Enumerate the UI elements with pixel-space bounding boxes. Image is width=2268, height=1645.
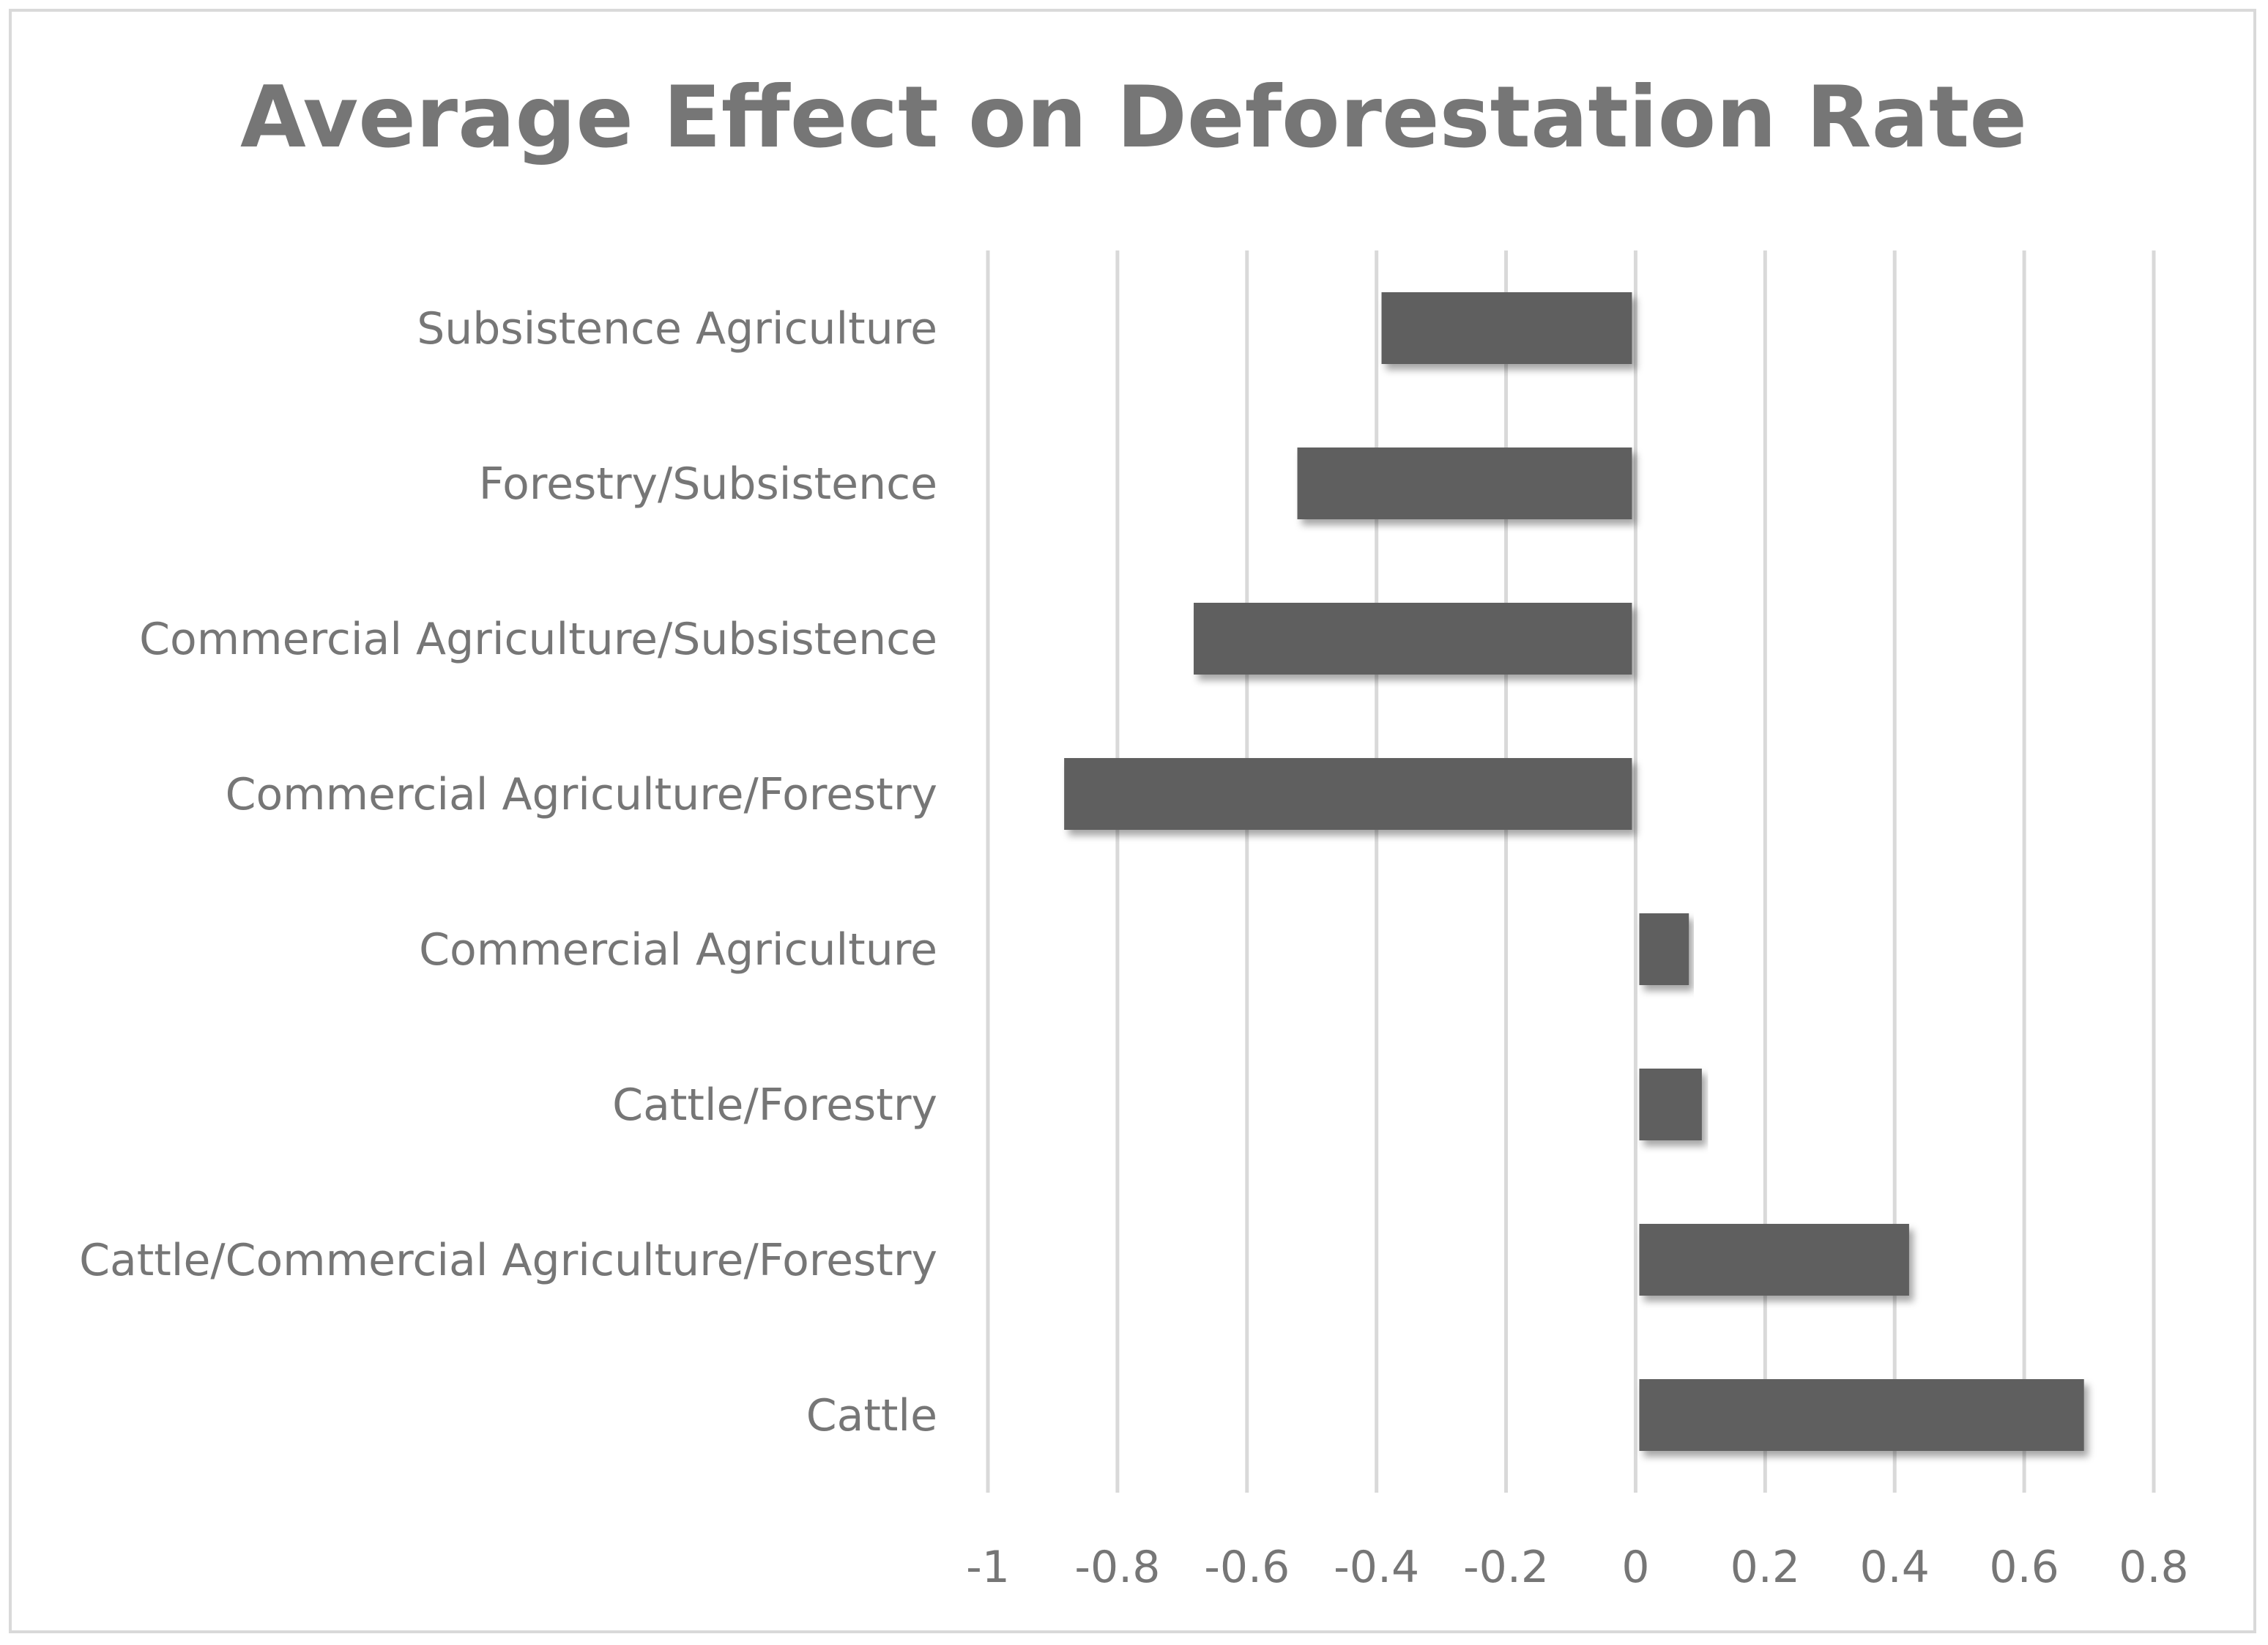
bar (1639, 1069, 1702, 1140)
x-tick-label: -0.8 (1074, 1542, 1160, 1593)
category-labels: Subsistence Agriculture Forestry/Subsiste… (79, 303, 937, 1441)
x-tick-labels: -1 -0.8 -0.6 -0.4 -0.2 0 0.2 0.4 0.6 0.8 (966, 1542, 2189, 1593)
bars (1064, 292, 2084, 1451)
category-label: Commercial Agriculture/Forestry (226, 769, 937, 820)
gridlines (986, 250, 2156, 1493)
x-tick-label: -0.6 (1204, 1542, 1290, 1593)
x-tick-label: 0.8 (2119, 1542, 2188, 1593)
bar (1381, 292, 1632, 364)
x-tick-label: -0.4 (1334, 1542, 1419, 1593)
x-tick-label: 0.4 (1860, 1542, 1930, 1593)
bar (1639, 1379, 2084, 1451)
x-tick-label: 0 (1621, 1542, 1649, 1593)
category-label: Cattle/Forestry (612, 1080, 937, 1131)
x-tick-label: -1 (966, 1542, 1010, 1593)
category-label: Commercial Agriculture (419, 924, 937, 976)
x-tick-label: 0.6 (1989, 1542, 2059, 1593)
category-label: Forestry/Subsistence (479, 458, 937, 510)
category-label: Cattle/Commercial Agriculture/Forestry (79, 1235, 937, 1286)
category-label: Cattle (806, 1390, 937, 1441)
bar (1639, 913, 1689, 985)
x-tick-label: 0.2 (1730, 1542, 1800, 1593)
bar (1064, 758, 1632, 830)
bar (1639, 1224, 1909, 1296)
x-tick-label: -0.2 (1463, 1542, 1549, 1593)
category-label: Commercial Agriculture/Subsistence (139, 614, 937, 665)
chart-title: Average Effect on Deforestation Rate (240, 68, 2027, 167)
bar (1194, 603, 1632, 675)
category-label: Subsistence Agriculture (417, 303, 937, 354)
bar (1297, 448, 1632, 519)
